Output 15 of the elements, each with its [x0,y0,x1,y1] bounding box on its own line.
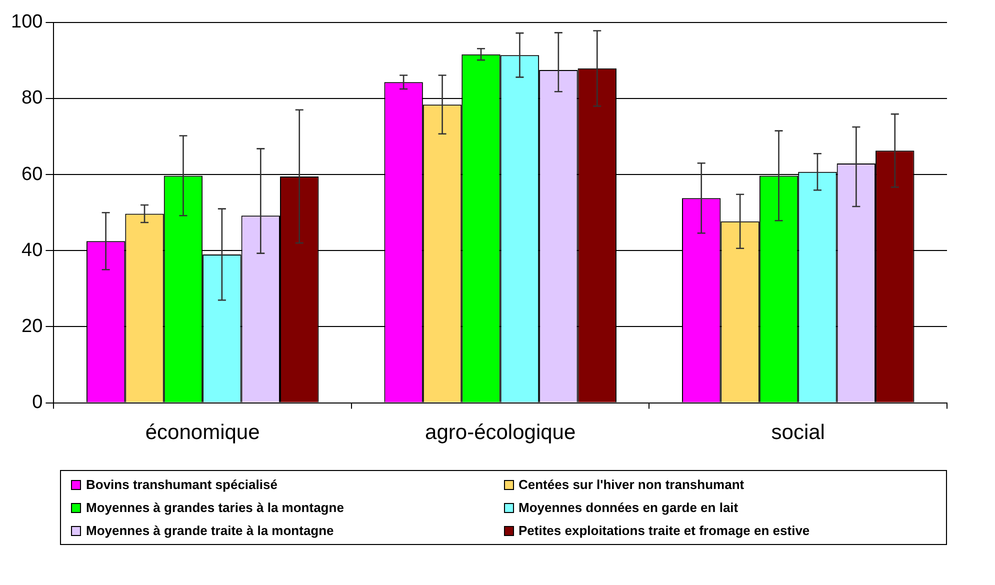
x-tick-label: économique [145,421,260,444]
x-tick-label: agro-écologique [425,421,576,444]
y-tick-label: 80 [22,88,43,109]
legend-label: Petites exploitations traite et fromage en estive [518,523,810,538]
y-tick-label: 20 [22,316,43,337]
y-tick-label: 40 [22,240,43,261]
legend-label: Centées sur l'hiver non transhumant [518,477,744,492]
x-tick-label: social [771,421,825,444]
y-tick-label: 0 [32,392,43,414]
y-tick-label: 60 [22,164,43,185]
legend-label: Bovins transhumant spécialisé [86,477,278,492]
legend-label: Moyennes à grande traite à la montagne [86,523,334,538]
legend-label: Moyennes données en garde en lait [518,500,738,515]
legend-label: Moyennes à grandes taries à la montagne [86,500,344,515]
y-tick-label: 100 [11,12,43,33]
